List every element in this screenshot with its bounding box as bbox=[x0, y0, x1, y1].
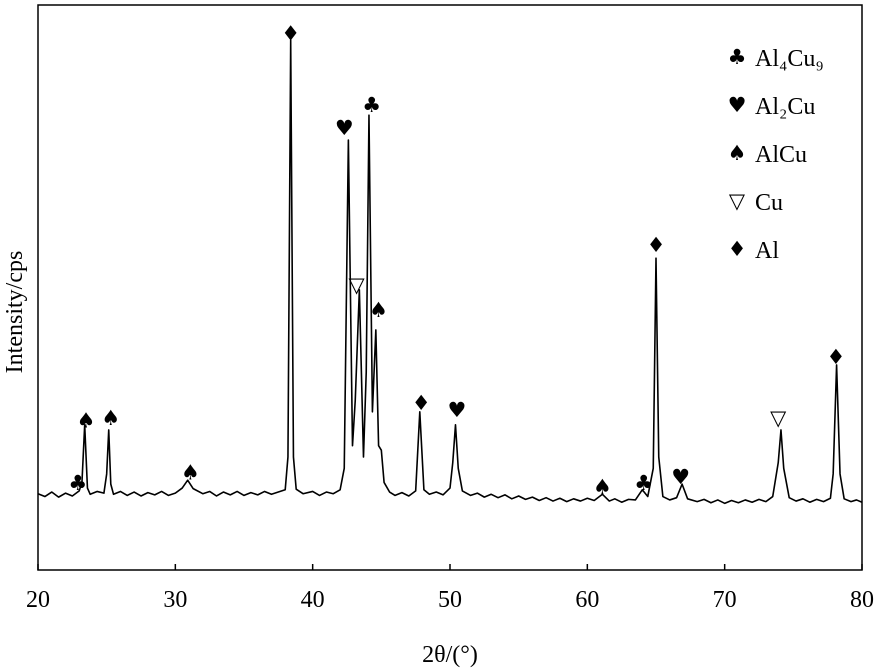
peak-marker: ♦ bbox=[826, 345, 845, 369]
legend-symbol: ♣ bbox=[728, 45, 747, 69]
legend-label: AlCu bbox=[755, 142, 807, 168]
peak-marker: ♥ bbox=[335, 116, 354, 140]
x-tick-label: 20 bbox=[26, 587, 50, 613]
x-axis-label: 2θ/(°) bbox=[422, 642, 478, 668]
peak-marker: ♦ bbox=[647, 233, 666, 257]
legend-label: Al₄Cu₉ bbox=[755, 46, 824, 72]
legend-label: Cu bbox=[755, 190, 783, 216]
y-axis-label: Intensity/cps bbox=[2, 251, 28, 374]
peak-marker: ♦ bbox=[412, 391, 431, 415]
legend-label: Al₂Cu bbox=[755, 94, 815, 120]
peak-marker: ♠ bbox=[181, 460, 200, 484]
x-tick-label: 70 bbox=[713, 587, 737, 613]
legend-symbol: ♠ bbox=[728, 141, 747, 165]
x-tick-label: 30 bbox=[163, 587, 187, 613]
peak-marker: ▽ bbox=[770, 406, 787, 430]
legend-symbol: ♦ bbox=[728, 237, 747, 261]
peak-marker: ♦ bbox=[281, 21, 300, 45]
legend-symbol: ▽ bbox=[729, 189, 746, 213]
peak-marker: ♥ bbox=[671, 465, 690, 489]
peak-marker: ♣ bbox=[634, 471, 653, 495]
peak-marker: ♠ bbox=[593, 475, 612, 499]
legend-label: Al bbox=[755, 238, 779, 264]
x-tick-label: 60 bbox=[575, 587, 599, 613]
legend-symbol: ♥ bbox=[728, 93, 747, 117]
x-tick-label: 80 bbox=[850, 587, 874, 613]
xrd-line bbox=[37, 39, 863, 505]
x-tick-label: 50 bbox=[438, 587, 462, 613]
peak-marker: ♠ bbox=[369, 298, 388, 322]
peak-marker: ♠ bbox=[101, 406, 120, 430]
peak-marker: ♠ bbox=[77, 408, 96, 432]
peak-marker: ♣ bbox=[362, 93, 381, 117]
x-tick-label: 40 bbox=[301, 587, 325, 613]
peak-marker: ▽ bbox=[349, 273, 366, 297]
peak-marker: ♣ bbox=[68, 471, 87, 495]
peak-marker: ♥ bbox=[447, 398, 466, 422]
